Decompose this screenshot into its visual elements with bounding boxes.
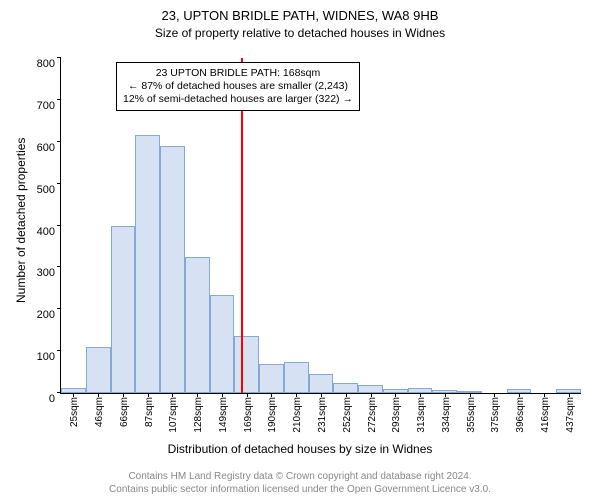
histogram-bar	[135, 135, 160, 393]
histogram-bar	[185, 257, 210, 393]
x-axis-label: Distribution of detached houses by size …	[0, 442, 600, 456]
y-tick-label: 300	[37, 267, 61, 279]
x-tick-label: 190sqm	[267, 397, 278, 433]
x-tick-label: 313sqm	[416, 397, 427, 433]
footer-line-2: Contains public sector information licen…	[0, 484, 600, 495]
x-tick-label: 252sqm	[342, 397, 353, 433]
annotation-line: 12% of semi-detached houses are larger (…	[123, 93, 353, 106]
y-tick-label: 500	[37, 184, 61, 196]
y-tick-label: 0	[49, 393, 61, 405]
x-tick-label: 25sqm	[69, 397, 80, 427]
plot-area: 010020030040050060070080025sqm46sqm66sqm…	[60, 58, 581, 394]
x-tick-label: 272sqm	[367, 397, 378, 433]
x-tick-label: 334sqm	[441, 397, 452, 433]
annotation-box: 23 UPTON BRIDLE PATH: 168sqm← 87% of det…	[116, 62, 360, 111]
x-tick-label: 128sqm	[193, 397, 204, 433]
histogram-bar	[358, 385, 383, 393]
x-tick-label: 396sqm	[515, 397, 526, 433]
y-tick-label: 400	[37, 226, 61, 238]
x-tick-label: 87sqm	[144, 397, 155, 427]
chart-subtitle: Size of property relative to detached ho…	[0, 26, 600, 40]
x-tick-label: 437sqm	[565, 397, 576, 433]
histogram-bar	[259, 364, 284, 393]
annotation-line: ← 87% of detached houses are smaller (2,…	[123, 80, 353, 93]
histogram-bar	[210, 295, 235, 393]
y-tick-label: 200	[37, 309, 61, 321]
footer-line-1: Contains HM Land Registry data © Crown c…	[0, 471, 600, 482]
histogram-bar	[86, 347, 111, 393]
y-axis-label: Number of detached properties	[14, 138, 28, 303]
x-tick-label: 107sqm	[168, 397, 179, 433]
x-tick-label: 149sqm	[218, 397, 229, 433]
x-tick-label: 293sqm	[391, 397, 402, 433]
chart-title: 23, UPTON BRIDLE PATH, WIDNES, WA8 9HB	[0, 8, 600, 23]
y-tick-label: 600	[37, 142, 61, 154]
x-tick-label: 46sqm	[94, 397, 105, 427]
histogram-bar	[160, 146, 185, 393]
x-tick-label: 375sqm	[490, 397, 501, 433]
annotation-line: 23 UPTON BRIDLE PATH: 168sqm	[123, 67, 353, 80]
histogram-bar	[333, 383, 358, 393]
y-tick-label: 100	[37, 351, 61, 363]
x-tick-label: 416sqm	[540, 397, 551, 433]
x-tick-label: 66sqm	[119, 397, 130, 427]
x-tick-label: 355sqm	[466, 397, 477, 433]
y-tick-label: 700	[37, 100, 61, 112]
x-tick-label: 231sqm	[317, 397, 328, 433]
x-tick-label: 169sqm	[243, 397, 254, 433]
histogram-bar	[234, 336, 259, 393]
histogram-bar	[111, 226, 136, 394]
y-tick-label: 800	[37, 58, 61, 70]
histogram-bar	[284, 362, 309, 393]
x-tick-label: 210sqm	[292, 397, 303, 433]
histogram-bar	[309, 374, 334, 393]
